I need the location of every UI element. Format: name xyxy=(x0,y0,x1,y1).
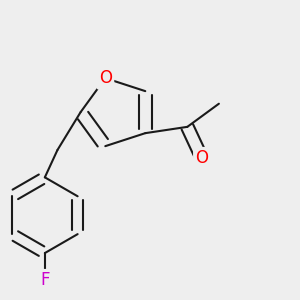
Text: F: F xyxy=(40,272,50,290)
Text: O: O xyxy=(196,149,208,167)
Text: O: O xyxy=(99,69,112,87)
